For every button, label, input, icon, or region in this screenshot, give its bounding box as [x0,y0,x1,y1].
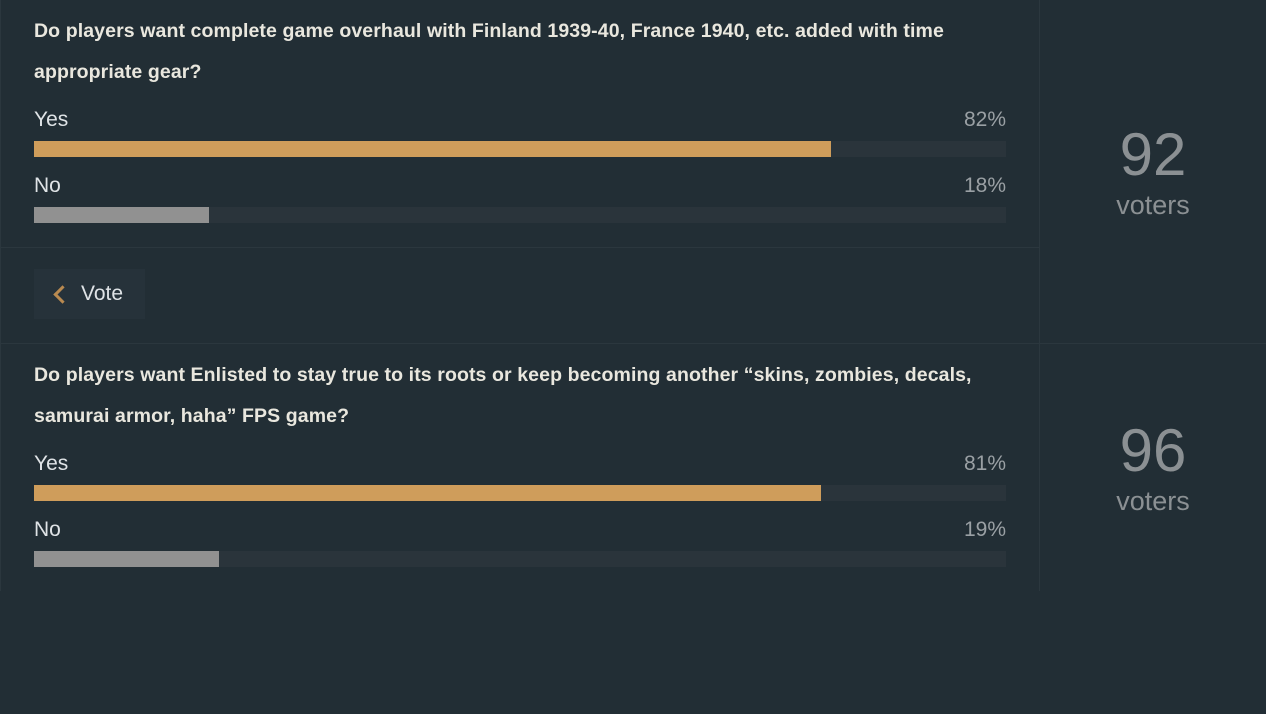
poll-option-row[interactable]: No 19% [34,517,1006,567]
poll-option-row[interactable]: No 18% [34,173,1006,223]
poll-title: Do players want complete game overhaul w… [34,20,944,83]
poll-option-header: No 18% [34,173,1006,207]
poll-title: Do players want Enlisted to stay true to… [34,364,972,427]
poll-option-bar-track [34,485,1006,501]
chevron-left-icon [52,286,69,303]
poll-option-row[interactable]: Yes 82% [34,107,1006,157]
poll-option-bar-track [34,207,1006,223]
poll-divider [0,343,1266,344]
voters-count: 92 [1119,120,1187,188]
poll-voters-2: 96 voters [1040,344,1266,591]
poll-option-bar-fill [34,207,209,223]
poll-block-2: Do players want Enlisted to stay true to… [0,344,1266,591]
poll-voters-1: 92 voters [1040,0,1266,343]
poll-main-2: Do players want Enlisted to stay true to… [0,344,1040,591]
poll-option-label: No [34,518,61,541]
poll-option-bar-fill [34,551,219,567]
poll-option-percent: 81% [963,452,1006,475]
poll-option-bar-track [34,141,1006,157]
voters-count: 96 [1119,416,1187,484]
poll-option-bar-track [34,551,1006,567]
poll-option-percent: 19% [963,518,1006,541]
poll-option-percent: 18% [963,174,1006,197]
voters-label: voters [1116,189,1190,220]
poll-option-label: Yes [34,108,69,131]
poll-option-header: Yes 82% [34,107,1006,141]
poll-option-row[interactable]: Yes 81% [34,451,1006,501]
vote-button-label: Vote [81,282,124,305]
poll-results: Yes 81% No 19% [1,437,1039,591]
poll-option-label: Yes [34,452,69,475]
poll-option-header: Yes 81% [34,451,1006,485]
poll-option-bar-fill [34,141,832,157]
poll-option-percent: 82% [963,108,1006,131]
poll-option-label: No [34,174,61,197]
vote-button[interactable]: Vote [34,269,146,319]
voters-label: voters [1116,485,1190,516]
poll-results: Yes 82% No 18% [1,93,1039,247]
poll-option-header: No 19% [34,517,1006,551]
poll-option-bar-fill [34,485,822,501]
poll-block-1: Do players want complete game overhaul w… [0,0,1266,343]
poll-footer: Vote [1,247,1039,343]
poll-main-1: Do players want complete game overhaul w… [0,0,1040,343]
